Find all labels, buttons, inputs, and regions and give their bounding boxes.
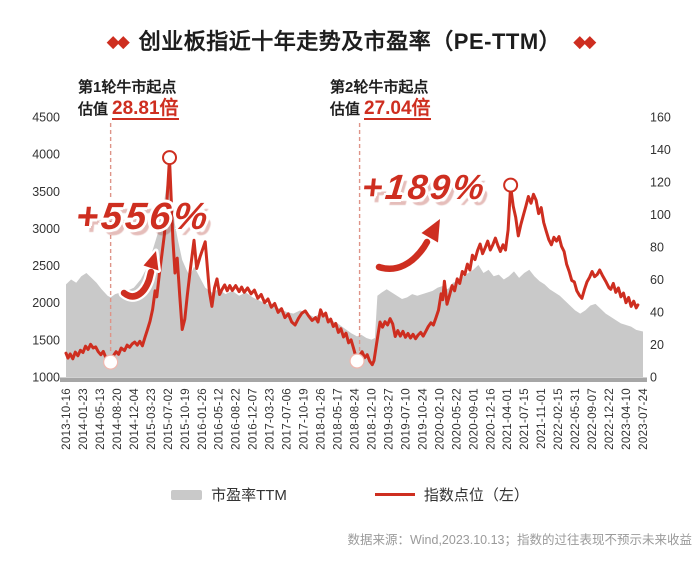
x-axis-label: 2016-08-22 — [231, 388, 243, 450]
x-axis-label: 2021-11-01 — [536, 388, 548, 449]
index-line-swatch-icon — [374, 492, 415, 497]
pe-area-swatch-icon — [171, 489, 203, 500]
x-axis-label: 2017-07-06 — [282, 388, 294, 450]
x-axis-label: 2016-12-07 — [248, 388, 260, 450]
legend-item-pe: 市盈率TTM — [171, 484, 287, 505]
right-axis-tick: 0 — [650, 371, 657, 385]
index-line — [64, 157, 640, 367]
right-axis-tick: 100 — [650, 208, 671, 222]
bull1-annotation: 第1轮牛市起点 估值 28.81倍 — [78, 78, 179, 120]
left-axis-tick: 4500 — [32, 111, 60, 125]
legend-item-index: 指数点位（左） — [374, 484, 529, 505]
left-axis-tick: 3500 — [32, 185, 60, 199]
growth-arrow-1-head — [143, 251, 159, 271]
left-axis-tick: 1000 — [32, 371, 60, 385]
x-axis-label: 2016-05-12 — [214, 388, 226, 450]
x-axis-label: 2018-08-24 — [350, 388, 362, 450]
gain-label-2: +189% — [360, 168, 490, 207]
index-legend-label: 指数点位（左） — [423, 487, 529, 504]
x-axis-label: 2020-09-01 — [468, 388, 480, 450]
x-axis-label: 2013-10-16 — [61, 388, 73, 450]
x-axis-label: 2015-03-23 — [146, 388, 158, 450]
x-axis-label: 2023-04-10 — [621, 388, 633, 450]
x-axis-label: 2014-05-13 — [95, 388, 107, 450]
left-axis-tick: 4000 — [32, 148, 60, 162]
pe-ttm-area — [66, 160, 643, 377]
x-axis-label: 2018-12-10 — [366, 388, 378, 450]
x-axis-label: 2019-03-27 — [383, 388, 395, 450]
bull1-valuation-prefix: 估值 — [78, 101, 109, 118]
growth-arrow-2 — [375, 238, 431, 272]
x-axis-label: 2020-02-10 — [434, 388, 446, 450]
x-axis-label: 2021-04-01 — [502, 388, 514, 450]
right-axis-tick: 160 — [650, 111, 671, 125]
x-axis-label: 2019-07-10 — [400, 388, 412, 450]
peak2-circle — [503, 177, 519, 193]
bull2-valuation-value: 27.04倍 — [364, 98, 431, 120]
x-axis-line — [60, 377, 647, 382]
right-axis-tick: 140 — [650, 143, 671, 157]
x-axis-label: 2022-09-07 — [587, 388, 599, 450]
diamond-icon: ◆◆ — [106, 31, 130, 51]
x-axis-label: 2016-01-26 — [197, 388, 209, 450]
x-axis-label: 2015-10-19 — [180, 388, 192, 450]
right-axis-tick: 60 — [650, 273, 664, 287]
x-axis-label: 2017-03-23 — [265, 388, 277, 450]
right-axis-tick: 120 — [650, 176, 671, 190]
x-axis-label: 2017-10-19 — [299, 388, 311, 450]
x-axis-label: 2021-07-15 — [519, 388, 531, 450]
bull2-valuation-prefix: 估值 — [330, 101, 361, 118]
x-axis-label: 2023-07-24 — [638, 388, 650, 450]
right-axis-tick: 80 — [650, 241, 664, 255]
diamond-icon: ◆◆ — [573, 31, 596, 51]
x-axis-label: 2019-10-24 — [417, 388, 429, 450]
left-axis-tick: 3000 — [32, 222, 60, 236]
growth-arrow-2-head — [421, 219, 440, 243]
x-axis-label: 2020-12-16 — [485, 388, 497, 450]
right-axis-tick: 40 — [650, 306, 664, 320]
bull2-annotation: 第2轮牛市起点 估值 27.04倍 — [330, 78, 431, 120]
x-axis-label: 2022-05-31 — [570, 388, 582, 450]
bull2-start-circle — [349, 353, 365, 369]
peak1-circle — [162, 150, 178, 166]
right-axis-tick: 20 — [650, 338, 664, 352]
left-axis-tick: 2000 — [32, 296, 60, 310]
page-title-row: ◆◆ 创业板指近十年走势及市盈率（PE-TTM） ◆◆ — [0, 24, 700, 56]
bull1-title: 第1轮牛市起点 — [78, 79, 177, 96]
x-axis-label: 2022-12-22 — [604, 388, 616, 450]
growth-arrow-1 — [120, 268, 155, 300]
x-axis-label: 2014-01-23 — [78, 388, 90, 450]
page-title: 创业板指近十年走势及市盈率（PE-TTM） — [138, 29, 562, 54]
x-axis-label: 2018-01-26 — [316, 388, 328, 450]
pe-legend-label: 市盈率TTM — [211, 487, 287, 504]
bull1-valuation-value: 28.81倍 — [112, 98, 179, 120]
x-axis-label: 2014-08-20 — [112, 388, 124, 450]
x-axis-label: 2014-12-04 — [129, 388, 141, 450]
x-axis-label: 2022-02-15 — [553, 388, 565, 450]
x-axis-label: 2018-05-17 — [333, 388, 345, 450]
bull2-title: 第2轮牛市起点 — [330, 79, 429, 96]
data-source-note: 数据来源：Wind,2023.10.13；指数的过往表现不预示未来收益 — [347, 533, 692, 547]
gain-label-1: +556% — [73, 196, 213, 238]
legend: 市盈率TTM 指数点位（左） — [0, 484, 700, 505]
x-axis-label: 2020-05-22 — [451, 388, 463, 450]
left-axis-tick: 1500 — [32, 333, 60, 347]
left-axis-tick: 2500 — [32, 259, 60, 273]
x-axis-label: 2015-07-02 — [163, 388, 175, 450]
bull1-start-circle — [103, 354, 119, 370]
